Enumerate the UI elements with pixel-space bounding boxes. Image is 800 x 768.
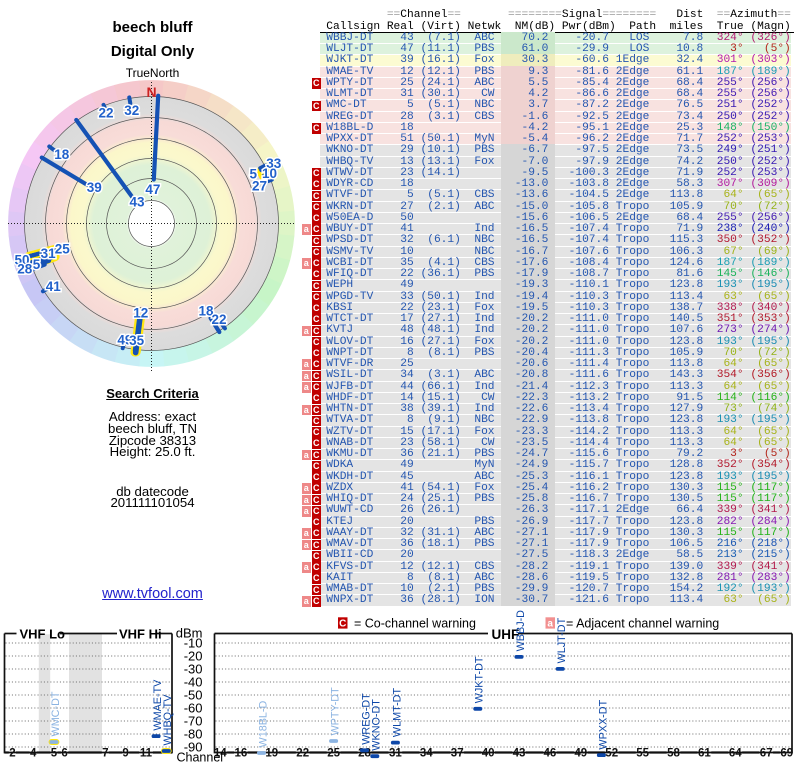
svg-text:WMC-DT: WMC-DT	[50, 691, 62, 736]
svg-text:14: 14	[214, 748, 227, 760]
svg-text:18: 18	[54, 147, 70, 162]
svg-text:69: 69	[780, 748, 793, 760]
svg-text:50: 50	[14, 252, 29, 267]
svg-text:6: 6	[61, 748, 67, 760]
svg-text:dBm: dBm	[176, 626, 203, 641]
svg-text:WLMT-DT: WLMT-DT	[391, 688, 403, 738]
svg-text:28: 28	[17, 262, 33, 277]
svg-text:WHBQ-TV: WHBQ-TV	[162, 694, 174, 746]
svg-text:35: 35	[129, 333, 145, 348]
svg-text:WPXX-DT: WPXX-DT	[597, 699, 609, 749]
svg-text:18: 18	[198, 303, 214, 318]
svg-text:55: 55	[636, 748, 649, 760]
svg-text:33: 33	[266, 156, 282, 171]
svg-text:52: 52	[605, 748, 618, 760]
svg-text:47: 47	[145, 182, 160, 197]
svg-text:WKNO-DT: WKNO-DT	[371, 699, 383, 751]
svg-text:11: 11	[140, 748, 153, 760]
svg-text:WREG-DT: WREG-DT	[360, 693, 372, 745]
svg-text:UHF: UHF	[492, 627, 520, 642]
svg-text:43: 43	[129, 194, 145, 209]
svg-text:= Co-channel warning: = Co-channel warning	[354, 617, 476, 631]
svg-text:22: 22	[296, 748, 309, 760]
svg-text:46: 46	[544, 748, 557, 760]
svg-text:a: a	[547, 619, 553, 630]
svg-text:VHF Lo: VHF Lo	[20, 627, 66, 642]
svg-text:Channel: Channel	[177, 751, 224, 765]
svg-text:WBBJ-DT: WBBJ-DT	[515, 610, 527, 651]
svg-text:= Adjacent channel warning: = Adjacent channel warning	[566, 617, 719, 631]
svg-text:-60: -60	[184, 700, 203, 715]
svg-text:-20: -20	[184, 648, 203, 663]
svg-text:9: 9	[122, 748, 128, 760]
svg-text:-50: -50	[184, 687, 203, 702]
svg-text:5: 5	[33, 257, 41, 272]
svg-text:49: 49	[574, 748, 587, 760]
svg-text:39: 39	[87, 180, 102, 195]
svg-text:31: 31	[41, 246, 57, 261]
svg-text:22: 22	[98, 106, 113, 121]
svg-text:-10: -10	[184, 635, 203, 650]
svg-text:WLJT-DT: WLJT-DT	[556, 617, 568, 663]
svg-text:C: C	[339, 619, 346, 630]
svg-text:31: 31	[389, 748, 402, 760]
svg-text:19: 19	[265, 748, 278, 760]
svg-text:43: 43	[513, 748, 526, 760]
svg-text:WJKT-DT: WJKT-DT	[474, 656, 486, 703]
svg-text:49: 49	[117, 333, 132, 348]
svg-text:7: 7	[102, 748, 108, 760]
svg-text:25: 25	[327, 748, 340, 760]
svg-text:-70: -70	[184, 713, 203, 728]
svg-text:64: 64	[729, 748, 742, 760]
svg-text:WMAE-TV: WMAE-TV	[152, 679, 164, 731]
svg-text:-80: -80	[184, 726, 203, 741]
svg-text:58: 58	[667, 748, 680, 760]
svg-text:-90: -90	[184, 739, 203, 754]
svg-text:67: 67	[760, 748, 773, 760]
svg-text:12: 12	[133, 305, 148, 320]
svg-text:25: 25	[55, 242, 71, 257]
svg-text:4: 4	[30, 748, 37, 760]
svg-text:32: 32	[124, 103, 139, 118]
svg-text:-30: -30	[184, 661, 203, 676]
svg-text:22: 22	[211, 312, 226, 327]
svg-text:W18BL-D: W18BL-D	[257, 700, 269, 747]
svg-text:16: 16	[235, 748, 248, 760]
svg-text:2: 2	[9, 748, 15, 760]
svg-text:10: 10	[262, 166, 277, 181]
svg-text:27: 27	[252, 178, 267, 193]
svg-text:5: 5	[250, 166, 258, 181]
svg-text:VHF Hi: VHF Hi	[119, 627, 162, 642]
svg-text:40: 40	[482, 748, 495, 760]
svg-text:34: 34	[420, 748, 433, 760]
svg-text:N: N	[146, 84, 156, 100]
svg-text:61: 61	[698, 748, 711, 760]
svg-text:37: 37	[451, 748, 464, 760]
svg-text:41: 41	[46, 279, 62, 294]
svg-text:5: 5	[51, 748, 58, 760]
svg-text:-40: -40	[184, 674, 203, 689]
svg-text:WPTY-DT: WPTY-DT	[329, 687, 341, 736]
